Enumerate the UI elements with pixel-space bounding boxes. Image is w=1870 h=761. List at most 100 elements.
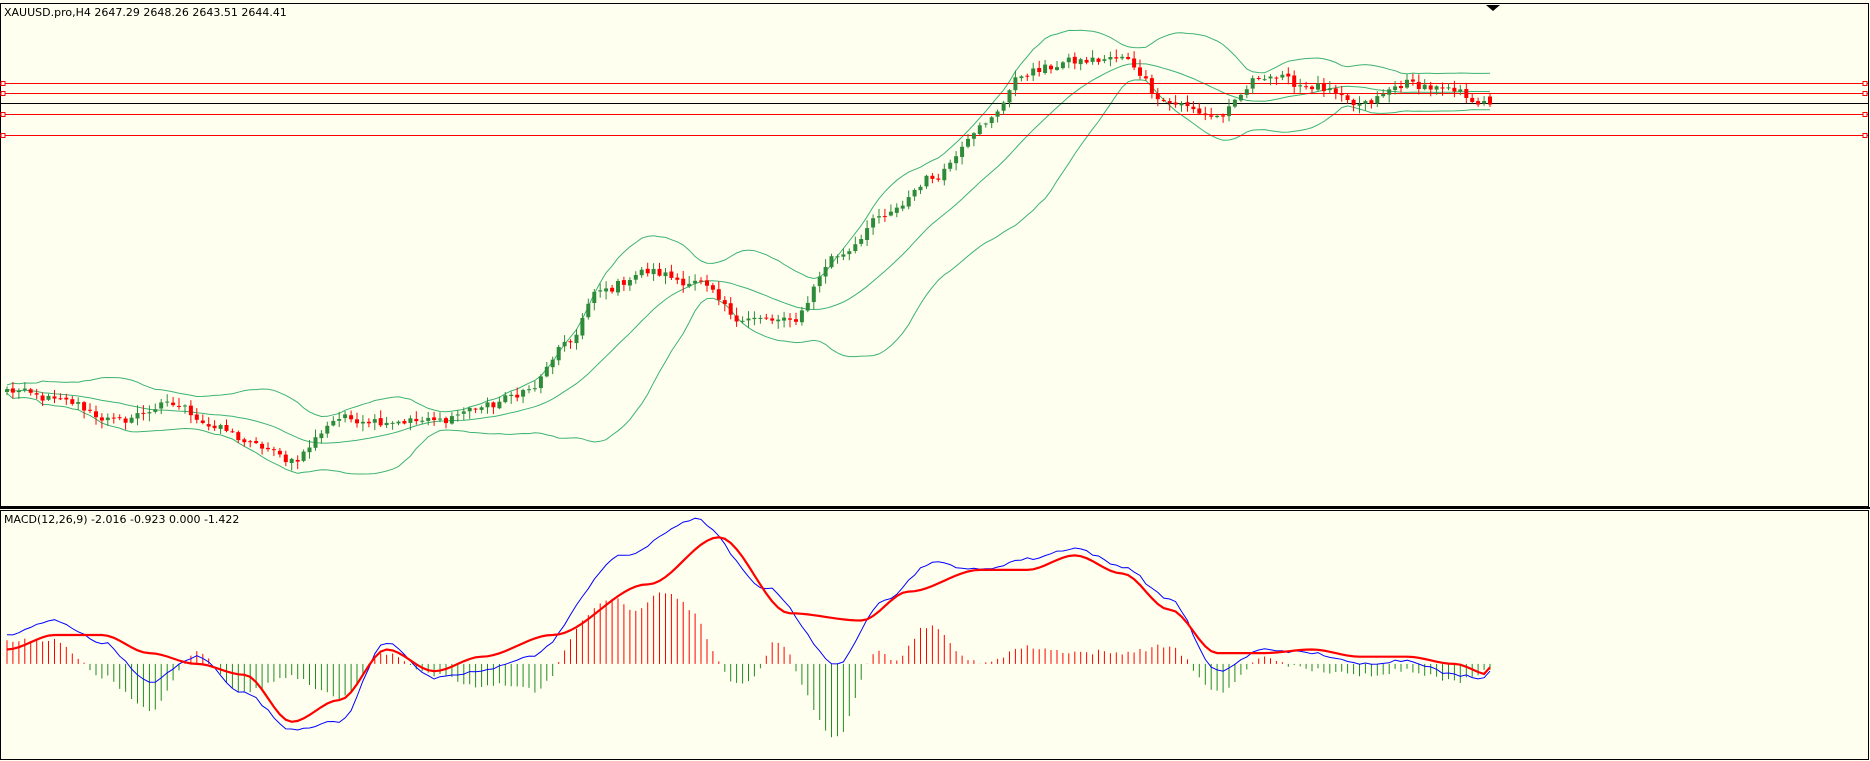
macd-histogram [6,592,1491,738]
candle-body [930,175,935,179]
candle-body [141,412,146,414]
candle-body [1310,86,1314,90]
candle-body [764,317,769,319]
candle-body [616,281,620,293]
candle-body [544,366,549,377]
candle-body [1043,64,1048,73]
candle-body [877,216,881,218]
macd-main-line [6,517,1491,731]
candle-body [414,418,419,422]
horizontal-lines[interactable] [0,81,1868,138]
candle-body [271,449,276,451]
candle-body [260,443,265,449]
candle-body [1007,90,1012,103]
macd-signal-line [6,536,1491,723]
candle-body [461,411,466,414]
candle-body [1274,77,1279,79]
candle-body [1055,67,1059,70]
candle-body [105,417,110,421]
candle-body [188,405,193,416]
candle-body [865,228,870,240]
candle-body [1393,86,1398,90]
candle-body [948,162,953,169]
candle-body [1185,102,1190,107]
horizontal-line-handle-left [0,133,6,138]
candle-body [586,303,591,318]
candle-body [936,178,941,180]
candle-body [1019,76,1024,79]
candle-body [1410,79,1415,82]
candle-body [1138,67,1142,76]
candle-body [1292,75,1297,87]
candle-body [58,398,63,400]
candle-body [28,389,33,393]
candle-body [788,318,792,320]
horizontal-line-handle-right [1862,91,1868,96]
candle-body [871,218,876,228]
candle-body [1155,93,1160,100]
candle-body [912,190,917,197]
price-pane-border [0,3,1869,507]
candle-body [1357,104,1362,106]
candle-body [1167,101,1172,104]
candle-body [10,388,15,393]
candle-body [277,450,282,455]
candle-body [212,425,217,429]
candle-body [752,317,757,320]
candle-body [1440,87,1445,89]
candle-body [52,396,57,399]
candle-body [1333,88,1338,94]
bollinger-middle-line [6,63,1491,444]
candle-body [402,421,407,424]
candle-body [1161,99,1166,101]
candle-body [942,168,947,181]
candle-body [426,417,431,421]
candle-body [633,275,638,280]
candle-body [129,417,134,423]
candle-body [1482,101,1487,104]
candle-body [5,389,9,392]
candle-body [598,290,603,292]
candle-body [1090,57,1095,62]
candle-body [1001,102,1006,111]
candle-body [1173,102,1178,105]
candle-body [1013,77,1018,91]
horizontal-line-handle-right [1862,81,1868,86]
candle-body [675,277,680,280]
price-pane-title: XAUUSD.pro,H4 2647.29 2648.26 2643.51 26… [4,6,287,19]
candle-body [894,207,899,213]
candle-body [811,286,816,302]
candle-body [1132,58,1137,68]
candle-body [396,421,401,424]
bollinger-upper-line [6,29,1491,418]
candle-body [171,402,176,406]
candle-body [88,409,92,411]
candle-body [485,402,490,408]
chart-shift-marker-icon[interactable] [1486,5,1500,11]
candle-body [76,402,81,404]
candle-body [242,439,247,443]
candle-body [983,123,988,125]
candle-body [46,395,51,400]
candle-body [817,276,822,287]
candle-body [1369,100,1374,104]
macd-lines [6,517,1491,731]
candle-body [497,401,502,409]
candle-body [1464,89,1469,98]
candle-body [319,433,324,439]
candle-body [663,272,668,277]
horizontal-line-handle-right [1862,112,1868,117]
horizontal-line-handle-left [0,112,6,117]
candles [5,49,1492,471]
candle-body [1428,85,1433,90]
candle-body [882,216,887,218]
candle-body [900,205,905,209]
candle-body [1232,99,1237,107]
candle-body [40,395,45,401]
candle-body [34,393,39,395]
candle-body [82,402,87,411]
candle-body [1209,115,1214,117]
candle-body [954,156,959,164]
bollinger-bands [6,29,1491,475]
candle-body [1446,87,1451,89]
